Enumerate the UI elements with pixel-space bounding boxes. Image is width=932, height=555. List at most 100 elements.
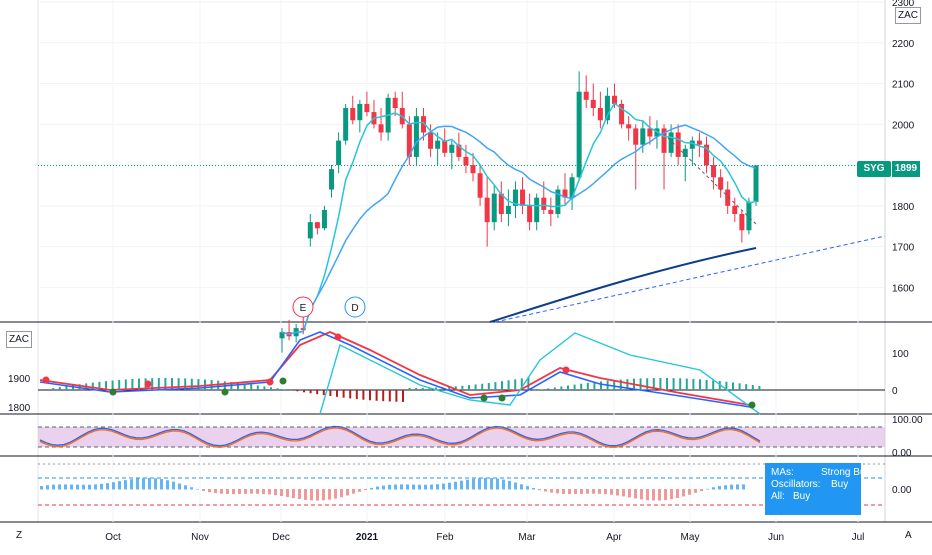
ta-rating-bar [316, 489, 319, 501]
ta-rating-bar [196, 488, 199, 490]
timezone-button[interactable]: Z [16, 530, 23, 541]
cross-signal-dot [279, 377, 287, 385]
price-tick-label: 2100 [892, 80, 915, 91]
cross-signal-dot [334, 333, 342, 341]
candle-body [675, 132, 681, 157]
candle-body [661, 128, 667, 153]
candle-body [350, 108, 356, 121]
candle-body [590, 99, 596, 109]
rsi-tick-label: 100.00 [892, 415, 923, 426]
ta-rating-bar [700, 489, 703, 491]
candle-body [413, 116, 419, 157]
ta-rating-bar [664, 489, 667, 501]
symbol-badge: ZAC [895, 7, 921, 24]
ta-rating-bar [406, 484, 409, 490]
candle-body [378, 124, 384, 133]
ta-rating-bar [118, 481, 121, 490]
ta-rating-bar [430, 484, 433, 490]
macd-line [39, 331, 751, 408]
ta-rating-bar [418, 484, 421, 490]
time-axis-label: Mar [518, 532, 536, 543]
ta-rating-bar [556, 489, 559, 494]
time-axis-label: Feb [436, 532, 454, 543]
candle-body [668, 132, 674, 153]
ta-rating-bar [448, 482, 451, 490]
ta-rating-bar [712, 487, 715, 490]
ta-rating-bar [670, 489, 673, 500]
ta-rating-bar [514, 482, 517, 490]
ta-rating-bar [652, 489, 655, 501]
candle-body [527, 205, 533, 223]
cross-signal-dot [221, 388, 229, 396]
candle-body [336, 140, 342, 166]
ta-rating-bar [124, 480, 127, 490]
ta-rating-bar [328, 489, 331, 500]
ta-rating-bar [394, 484, 397, 490]
ta-rating-bar [256, 489, 259, 494]
candle-body [689, 140, 695, 149]
candle-body [392, 97, 398, 109]
candle-body [718, 177, 724, 190]
auto-scale-button[interactable]: A [905, 530, 912, 541]
ta-rating-bar [154, 478, 157, 490]
price-tick-label: 1800 [892, 202, 915, 213]
ta-rating-bar [76, 484, 79, 490]
ta-rating-bar [628, 489, 631, 498]
ta-tick-label: 0.00 [892, 485, 912, 496]
ma-fast-line [281, 102, 757, 335]
candle-body [484, 197, 490, 223]
ta-rating-bar [346, 489, 349, 496]
ta-rating-bar [334, 489, 337, 499]
candle-body [329, 169, 335, 190]
ta-rating-bar [208, 489, 211, 493]
ta-rating-bar [586, 489, 589, 494]
candle-body [612, 95, 618, 104]
candle-body [364, 103, 370, 113]
candle-body [477, 173, 483, 198]
candle-body [562, 189, 568, 198]
price-label-value: 1899 [892, 161, 920, 177]
candle-body [647, 128, 653, 137]
candle-body [449, 144, 455, 153]
ta-rating-bar [424, 484, 427, 490]
ta-rating-bar [142, 478, 145, 490]
candle-body [498, 193, 504, 214]
ta-rating-bar [82, 484, 85, 490]
oscillators-value: Buy [831, 479, 849, 490]
time-axis-label: May [681, 532, 700, 543]
ta-rating-bar [718, 486, 721, 490]
candle-body [420, 116, 426, 133]
ta-rating-bar [694, 489, 697, 493]
ta-rating-bar [46, 485, 49, 490]
ta-rating-bar [148, 477, 151, 490]
candle-body [435, 140, 441, 149]
candle-body [604, 95, 610, 121]
event-marker-circle [344, 296, 366, 318]
ta-rating-bar [640, 489, 643, 500]
candle-body [300, 328, 306, 331]
ta-rating-bar [130, 479, 133, 490]
ta-rating-bar [232, 489, 235, 495]
candle-body [753, 165, 759, 202]
cross-signal-dot [144, 380, 152, 388]
rsi-band [38, 427, 885, 447]
cross-signal-dot [42, 376, 50, 384]
ta-rating-bar [688, 489, 691, 495]
macd-tick-label: 0 [892, 386, 898, 397]
candle-body [321, 209, 327, 229]
candle-body [456, 144, 462, 157]
ta-rating-bar [520, 484, 523, 490]
ta-rating-bar [112, 482, 115, 490]
cross-signal-dot [562, 366, 570, 374]
price-label-name: SYG [857, 161, 891, 177]
ta-rating-bar [238, 489, 241, 494]
candle-body [633, 128, 639, 145]
time-axis-label: Apr [606, 532, 622, 543]
ta-rating-bar [172, 481, 175, 490]
rsi-tick-label: 0.00 [892, 448, 912, 459]
candle-body [583, 91, 589, 100]
candle-body [314, 222, 320, 229]
